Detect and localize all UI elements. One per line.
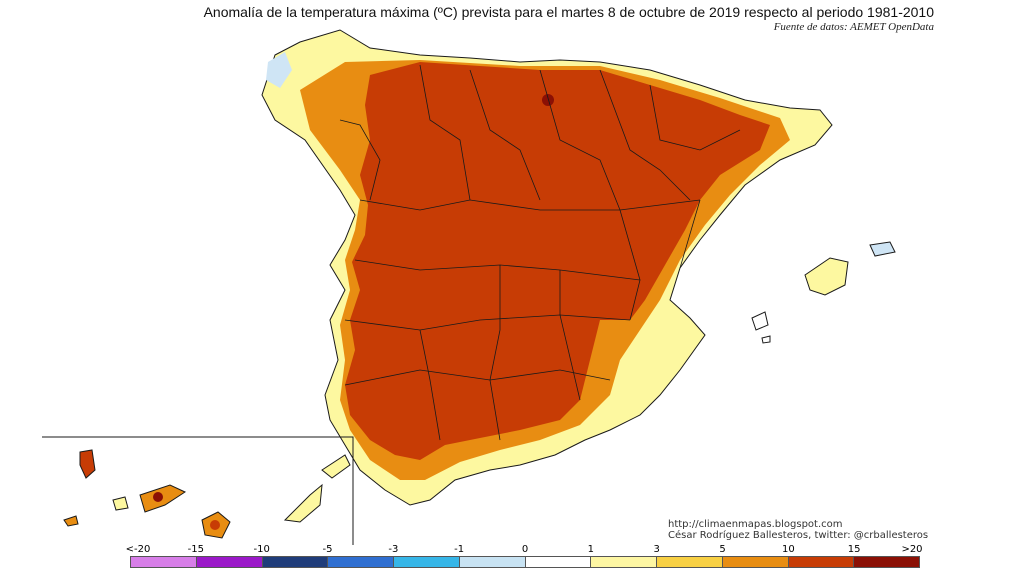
red-anomaly-region (345, 62, 770, 460)
color-legend (130, 556, 920, 568)
cool-patch-galicia (266, 52, 292, 88)
island-mallorca (804, 257, 849, 296)
author-credit: César Rodríguez Ballesteros, twitter: @c… (668, 530, 929, 541)
legend-tick-label: 15 (847, 544, 861, 555)
legend-swatch (262, 557, 329, 567)
legend-tick-label: -15 (187, 544, 204, 555)
legend-swatch (131, 557, 197, 567)
legend-tick-label: -3 (388, 544, 399, 555)
legend-tick-label: -5 (322, 544, 333, 555)
island-la-gomera (112, 496, 129, 511)
legend-swatch (854, 557, 919, 567)
legend-tick-label: <-20 (125, 544, 151, 555)
hot-spot-tenerife (153, 492, 163, 502)
legend-swatch (459, 557, 526, 567)
island-menorca (869, 241, 896, 257)
legend-tick-label: -10 (253, 544, 270, 555)
legend-swatch (591, 557, 657, 567)
map-title: Anomalía de la temperatura máxima (ºC) p… (203, 4, 934, 20)
legend-tick-label: 10 (781, 544, 795, 555)
island-fuerteventura (283, 483, 323, 523)
legend-swatch (525, 557, 592, 567)
legend-tick-label: 1 (587, 544, 595, 555)
legend-swatch (722, 557, 789, 567)
blog-url: http://climaenmapas.blogspot.com (668, 519, 843, 530)
data-source: Fuente de datos: AEMET OpenData (773, 21, 934, 33)
island-lanzarote (321, 454, 351, 479)
legend-swatch (657, 557, 723, 567)
legend-tick-label: 5 (719, 544, 726, 555)
legend-swatch (196, 557, 263, 567)
legend-tick-label: >20 (901, 544, 923, 555)
province-borders (339, 64, 741, 441)
island-formentera (761, 335, 771, 344)
hot-spot-navarra (542, 94, 554, 106)
island-ibiza (751, 311, 769, 331)
island-el-hierro (63, 515, 79, 527)
hot-spot-gran-canaria (210, 520, 220, 530)
legend-tick-label: 0 (521, 544, 529, 555)
legend-swatch (394, 557, 460, 567)
legend-tick-label: -1 (454, 544, 465, 555)
legend-tick-label: 3 (653, 544, 660, 555)
legend-swatch (788, 557, 855, 567)
island-la-palma (79, 449, 96, 479)
canary-inset-frame (42, 436, 354, 545)
legend-swatch (328, 557, 394, 567)
